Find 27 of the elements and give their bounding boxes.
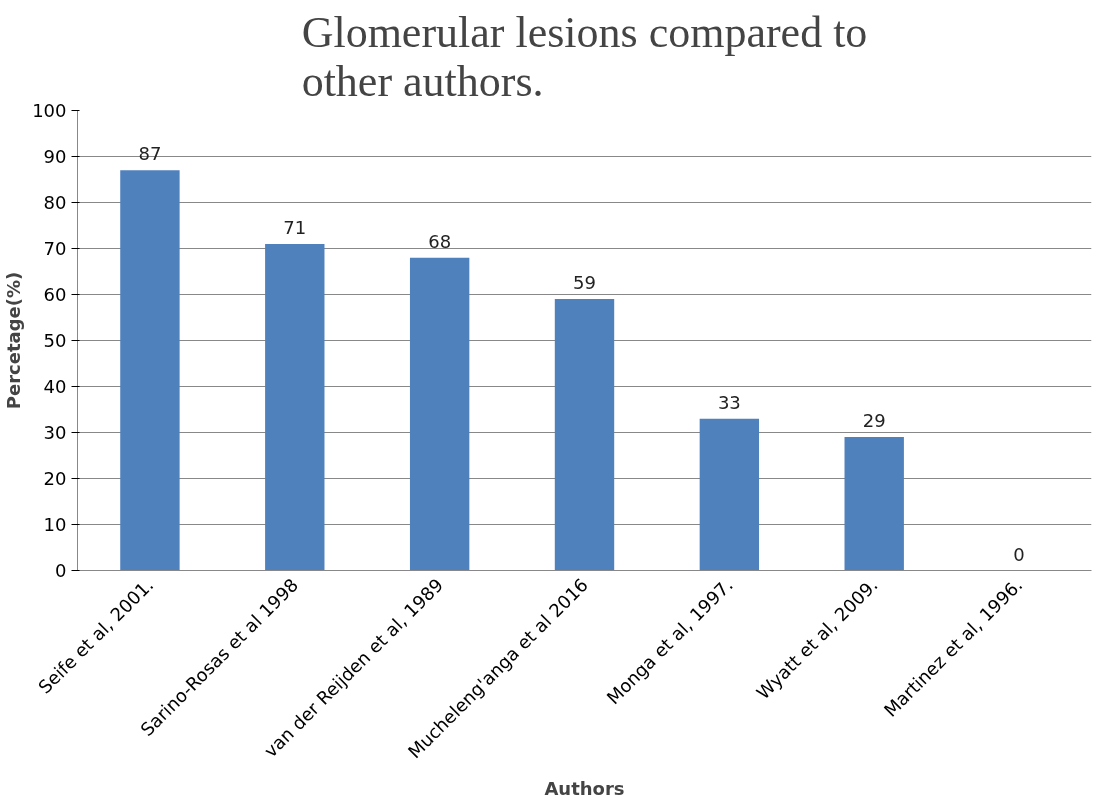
y-tick-label: 100 [32, 100, 67, 121]
y-tick-label: 0 [55, 560, 67, 581]
y-axis-title: Percetage(%) [3, 271, 25, 410]
data-label: 33 [717, 391, 741, 413]
y-tick-label: 40 [43, 376, 67, 397]
y-tick-label: 30 [43, 422, 67, 443]
bar [554, 299, 615, 571]
data-label: 0 [1013, 543, 1025, 565]
data-label: 71 [283, 216, 307, 238]
y-tick-label: 20 [43, 468, 67, 489]
bar [120, 170, 180, 571]
y-tick-label: 50 [43, 330, 67, 351]
bar [409, 257, 470, 571]
y-tick-label: 90 [43, 146, 67, 167]
bar [699, 418, 760, 571]
bar [265, 243, 325, 571]
y-tick-label: 80 [43, 192, 67, 213]
data-label: 68 [428, 230, 452, 252]
data-label: 29 [862, 410, 886, 432]
y-tick-label: 10 [43, 514, 67, 535]
bar [844, 437, 904, 571]
y-tick-label: 60 [43, 284, 67, 305]
chart-title: Glomerular lesions compared to other authors. [301, 7, 868, 106]
data-label: 59 [573, 272, 596, 294]
x-axis-title: Authors [544, 777, 625, 799]
y-tick-label: 70 [43, 238, 67, 259]
data-label: 87 [138, 143, 162, 165]
